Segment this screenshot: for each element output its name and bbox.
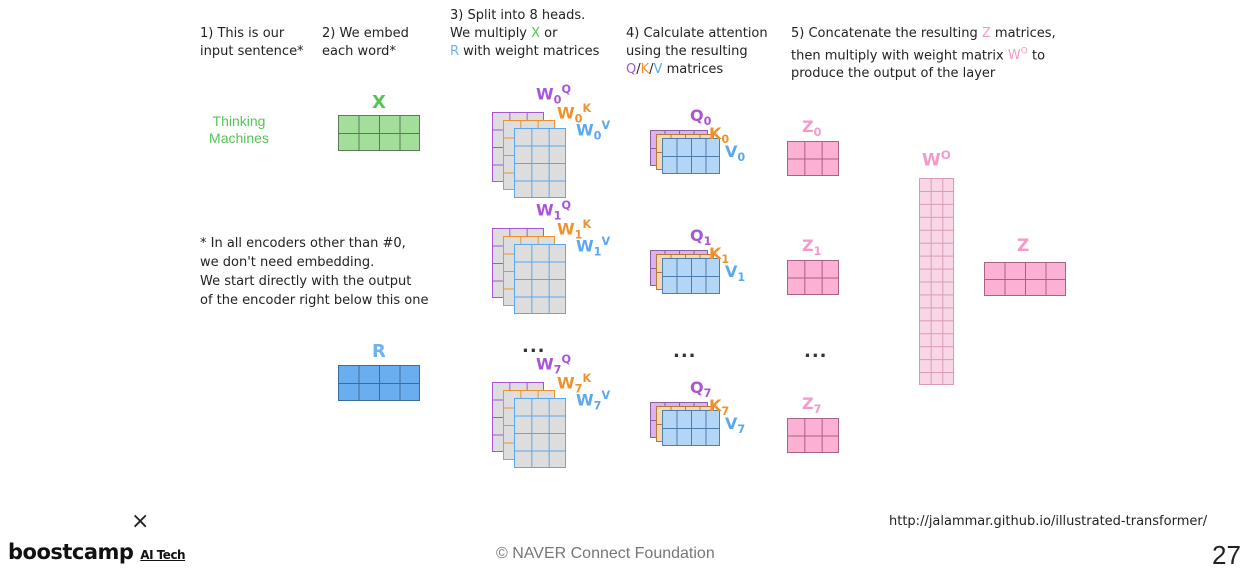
z-label-1: Z1: [802, 236, 822, 259]
step-4-text: 4) Calculate attention using the resulti…: [626, 26, 768, 77]
wq-label-7: W7Q: [536, 353, 571, 377]
v-matrix-1: [662, 258, 720, 294]
z-label-0: Z0: [802, 117, 822, 140]
step-3-text: 3) Split into 8 heads. We multiply X or …: [450, 8, 600, 59]
z-matrix-1: [787, 260, 839, 295]
z-final-label: Z: [1017, 236, 1030, 256]
k-label-1: K1: [709, 244, 730, 267]
z-matrix-0: [787, 141, 839, 176]
z-label-7: Z7: [802, 394, 822, 417]
wo-matrix: [919, 178, 954, 385]
wv-label-0: W0V: [576, 119, 611, 143]
wk-label-7: W7K: [557, 372, 592, 396]
copyright: © NAVER Connect Foundation: [496, 545, 715, 562]
boostcamp-logo: boostcamp AI Tech: [8, 540, 186, 564]
step-5-text: 5) Concatenate the resulting Z matrices,…: [791, 26, 1056, 82]
input-sentence: Thinking Machines: [209, 113, 269, 146]
wv-matrix-7: [514, 398, 566, 468]
step-2-text: 2) We embed each word*: [322, 26, 409, 59]
z-matrix-7: [787, 418, 839, 453]
v-label-7: V7: [725, 414, 746, 437]
r-matrix: [338, 365, 420, 401]
source-url[interactable]: http://jalammar.github.io/illustrated-tr…: [889, 514, 1208, 529]
wk-label-0: W0K: [557, 102, 592, 126]
wq-label-1: W1Q: [536, 199, 571, 223]
v-matrix-0: [662, 138, 720, 174]
wv-matrix-1: [514, 244, 566, 314]
v-matrix-7: [662, 410, 720, 446]
wq-label-0: W0Q: [536, 83, 571, 107]
k-label-0: K0: [709, 124, 730, 147]
weights-ellipsis: ...: [522, 336, 546, 357]
v-label-1: V1: [725, 262, 746, 285]
qkv-ellipsis: ...: [673, 341, 697, 362]
v-label-0: V0: [725, 142, 746, 165]
q-label-7: Q7: [690, 378, 712, 401]
page-number: 27: [1212, 540, 1241, 570]
wv-matrix-0: [514, 128, 566, 198]
z-ellipsis: ...: [804, 341, 828, 362]
wv-label-7: W7V: [576, 389, 611, 413]
wk-label-1: W1K: [557, 218, 592, 242]
logo-x-icon: ×: [131, 509, 150, 534]
wo-label: WO: [922, 148, 951, 171]
r-label: R: [372, 341, 386, 362]
wv-label-1: W1V: [576, 235, 611, 259]
encoder-note: * In all encoders other than #0, we don'…: [200, 236, 429, 308]
x-label: X: [372, 92, 386, 113]
k-label-7: K7: [709, 396, 730, 419]
z-final-matrix: [984, 262, 1066, 296]
q-label-1: Q1: [690, 226, 712, 249]
q-label-0: Q0: [690, 106, 712, 129]
x-embedding-matrix: [338, 115, 420, 151]
step-1-text: 1) This is our input sentence*: [200, 26, 304, 59]
